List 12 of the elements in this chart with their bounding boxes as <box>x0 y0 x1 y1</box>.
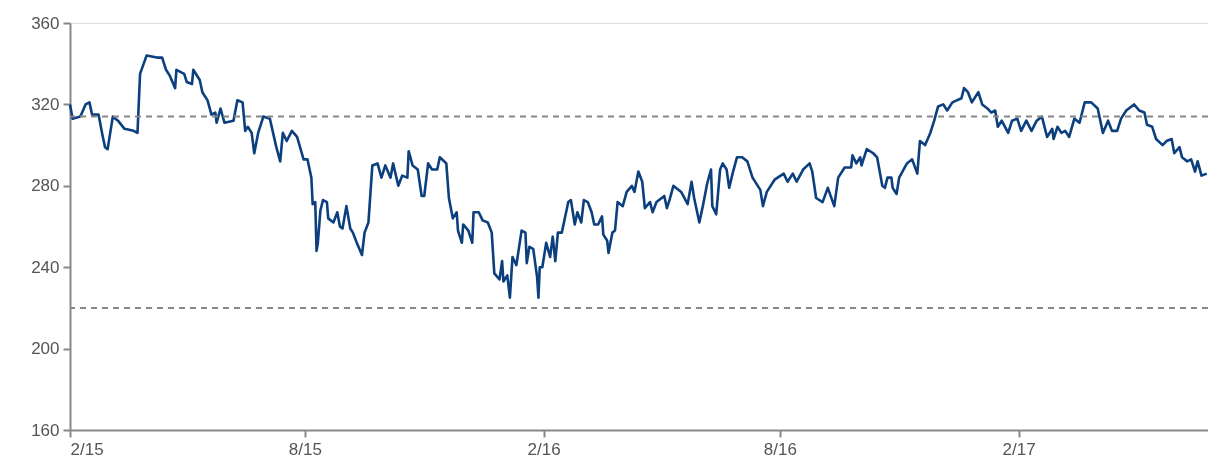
x-tick-label: 2/15 <box>70 439 104 459</box>
x-tick-label: 8/16 <box>763 439 797 459</box>
y-tick-label: 200 <box>31 339 60 359</box>
y-tick-label: 240 <box>31 257 60 277</box>
y-tick-label: 280 <box>31 176 60 196</box>
line-series <box>68 54 1208 300</box>
x-tick-label: 8/15 <box>288 439 322 459</box>
y-tick-label: 160 <box>31 420 60 440</box>
y-tick-label: 360 <box>31 13 60 33</box>
x-tick-label: 2/16 <box>527 439 561 459</box>
y-tick-label: 320 <box>31 94 60 114</box>
x-tick-label: 2/17 <box>1002 439 1036 459</box>
